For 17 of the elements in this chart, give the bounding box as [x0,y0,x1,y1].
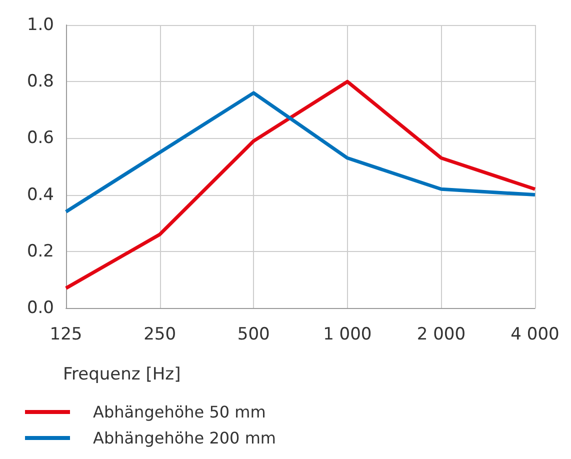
x-tick-label: 1 000 [323,324,372,344]
line-series [64,91,537,214]
x-tick-label: 250 [144,324,176,344]
x-tick-label: 125 [50,324,82,344]
y-tick-label: 0.6 [26,128,54,148]
x-tick-label: 4 000 [510,324,560,344]
y-tick-label: 1.0 [26,15,54,35]
x-tick-label: 2 000 [416,324,466,344]
y-tick-label: 0.8 [26,72,54,92]
y-tick-label: 0.2 [26,241,54,262]
line-series [64,80,537,290]
y-tick-label: 0.4 [26,184,54,205]
y-tick-label: 0.0 [26,298,54,318]
legend-label: Abhängehöhe 200 mm [93,428,276,448]
legend-label: Abhängehöhe 50 mm [93,402,266,422]
x-tick-label: 500 [237,324,270,344]
x-axis-title: Frequenz [Hz] [63,364,181,384]
